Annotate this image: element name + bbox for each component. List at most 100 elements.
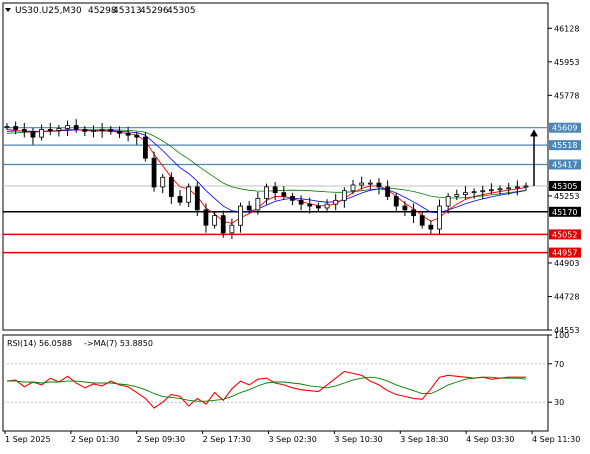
rsi-ma-label: ->MA(7) 53.8850 — [84, 339, 153, 348]
time-tick-label: 1 Sep 2025 — [5, 435, 51, 444]
bullish-candle — [229, 224, 235, 234]
price-tick-label: 44728 — [554, 292, 579, 301]
time-tick-label: 2 Sep 17:30 — [203, 435, 251, 444]
bearish-candle — [203, 209, 209, 226]
bullish-candle — [39, 129, 44, 138]
bullish-candle — [488, 189, 494, 192]
bearish-candle — [376, 182, 382, 188]
rsi-ma-line — [7, 376, 527, 402]
level-price-label: 45609 — [552, 124, 577, 133]
bullish-candle — [333, 199, 339, 205]
triangle-down-icon[interactable] — [5, 8, 11, 12]
bullish-candle — [341, 190, 347, 201]
arrow-up-icon — [530, 129, 538, 137]
bearish-candle — [30, 130, 36, 138]
bearish-candle — [290, 196, 295, 201]
time-tick-label: 3 Sep 10:30 — [334, 435, 382, 444]
bearish-candle — [419, 215, 425, 226]
rsi-tick-label: 30 — [554, 398, 564, 407]
bearish-candle — [73, 125, 79, 130]
bearish-candle — [13, 126, 19, 130]
price-tick-label: 45253 — [554, 192, 579, 201]
level-price-tag — [549, 122, 581, 133]
level-price-label: 45052 — [552, 230, 577, 239]
ohlc-close: 45305 — [167, 6, 196, 16]
price-tick-label: 44903 — [554, 259, 579, 268]
bearish-candle — [194, 186, 200, 211]
bullish-candle — [91, 129, 96, 132]
bearish-candle — [281, 192, 287, 197]
bullish-candle — [359, 182, 365, 186]
bullish-candle — [238, 205, 243, 226]
bullish-candle — [523, 185, 529, 188]
rsi-tick-label: 100 — [554, 331, 569, 340]
bearish-candle — [125, 132, 131, 136]
price-axis: 46128 45953 45778 45253 44903 44728 44553 — [548, 24, 579, 335]
bullish-candle — [255, 197, 261, 211]
bullish-candle — [56, 128, 62, 131]
bullish-candle — [480, 190, 486, 193]
bearish-candle — [272, 186, 278, 194]
chart-header: US30.U25,M30 45298 45313 45296 45305 — [5, 6, 196, 16]
bearish-candle — [246, 205, 252, 211]
bullish-candle — [514, 186, 520, 189]
time-tick-label: 4 Sep 03:30 — [466, 435, 514, 444]
bearish-candle — [385, 186, 391, 197]
bearish-candle — [177, 196, 183, 203]
bearish-candle — [315, 205, 321, 209]
time-tick-label: 2 Sep 01:30 — [71, 435, 119, 444]
bullish-candle — [437, 205, 442, 230]
level-price-label: 45305 — [552, 182, 577, 191]
level-price-label: 45518 — [552, 141, 577, 150]
price-tick-label: 46128 — [554, 24, 579, 33]
time-tick-label: 2 Sep 09:30 — [137, 435, 185, 444]
level-price-tag — [549, 229, 581, 240]
bearish-candle — [151, 157, 157, 188]
bullish-candle — [497, 188, 503, 191]
ohlc-low: 45296 — [140, 6, 169, 16]
level-price-tag — [549, 247, 581, 258]
ohlc-open: 45298 — [88, 6, 117, 16]
bearish-candle — [82, 129, 88, 132]
bullish-candle — [264, 186, 269, 199]
bearish-candle — [393, 196, 399, 207]
time-tick-label: 4 Sep 11:30 — [532, 435, 580, 444]
main-chart-panel[interactable] — [2, 2, 549, 331]
time-tick-label: 3 Sep 18:30 — [400, 435, 448, 444]
time-tick-label: 3 Sep 02:30 — [269, 435, 317, 444]
bullish-candle — [367, 182, 373, 185]
rsi-tick-label: 70 — [554, 360, 564, 369]
level-price-tag — [549, 206, 581, 217]
ohlc-high: 45313 — [113, 6, 142, 16]
rsi-label: RSI(14) 56.0588 — [7, 339, 72, 348]
bullish-candle — [65, 125, 70, 129]
symbol-label: US30.U25,M30 — [15, 6, 82, 16]
bullish-candle — [463, 192, 468, 195]
bearish-candle — [307, 203, 313, 207]
level-price-label: 45417 — [552, 160, 577, 169]
level-price-label: 45170 — [552, 208, 577, 217]
bearish-candle — [220, 215, 226, 234]
bullish-candle — [445, 196, 451, 207]
price-tick-label: 45953 — [554, 58, 579, 67]
bullish-candle — [160, 176, 166, 188]
rsi-panel[interactable]: 100 70 30 RSI(14) 56.0588 ->MA(7) 53.8850 — [2, 331, 569, 432]
bullish-candle — [350, 184, 356, 192]
level-price-tag — [549, 180, 581, 191]
bearish-candle — [428, 224, 434, 230]
bullish-candle — [212, 215, 218, 226]
level-price-tag — [549, 140, 581, 151]
bearish-candle — [402, 205, 408, 211]
rsi-line — [6, 370, 526, 409]
bearish-candle — [47, 129, 53, 131]
bearish-candle — [21, 129, 27, 132]
bearish-candle — [142, 136, 148, 159]
price-tick-label: 44553 — [554, 326, 579, 335]
time-axis: 1 Sep 2025 2 Sep 01:30 2 Sep 09:30 2 Sep 17… — [4, 431, 580, 444]
bearish-candle — [168, 176, 174, 197]
bullish-candle — [506, 187, 512, 190]
bearish-candle — [134, 134, 140, 138]
price-tick-label: 45778 — [554, 91, 579, 100]
